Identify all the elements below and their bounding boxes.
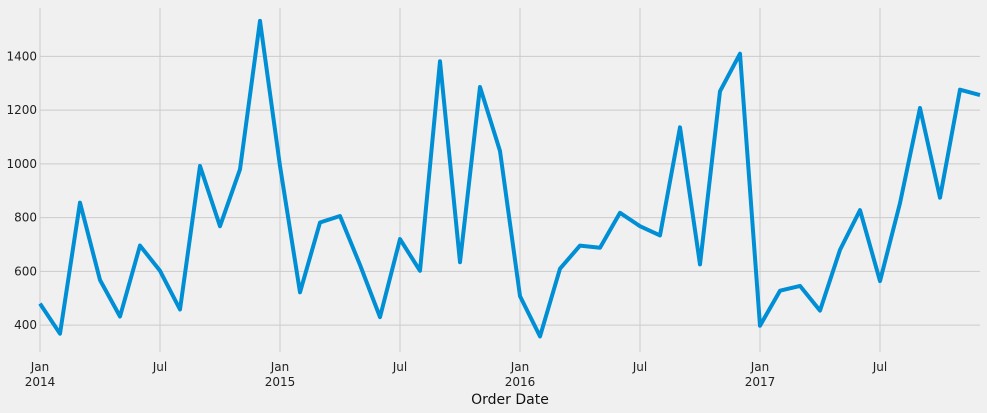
x-tick-label: Jul — [872, 360, 887, 374]
y-tick-label: 600 — [14, 264, 37, 278]
x-tick-label: Jul — [392, 360, 407, 374]
x-tick-year-label: 2016 — [505, 375, 536, 389]
y-tick-label: 1400 — [6, 49, 37, 63]
series-line — [38, 18, 981, 339]
series-layer — [38, 18, 981, 339]
x-tick-label: Jan — [510, 360, 530, 374]
y-tick-label: 800 — [14, 211, 37, 225]
y-axis-ticks: 400 600 800 1000 1200 1400 — [6, 49, 37, 332]
y-tick-label: 400 — [14, 318, 37, 332]
x-tick-label: Jan — [30, 360, 50, 374]
x-tick-label: Jul — [152, 360, 167, 374]
grid — [39, 8, 980, 352]
x-tick-label: Jul — [632, 360, 647, 374]
y-tick-label: 1000 — [6, 157, 37, 171]
x-tick-year-label: 2014 — [25, 375, 56, 389]
x-tick-label: Jan — [270, 360, 290, 374]
x-tick-year-label: 2017 — [745, 375, 776, 389]
x-axis-label: Order Date — [471, 392, 549, 408]
x-tick-year-label: 2015 — [265, 375, 296, 389]
y-tick-label: 1200 — [6, 103, 37, 117]
x-tick-label: Jan — [750, 360, 770, 374]
